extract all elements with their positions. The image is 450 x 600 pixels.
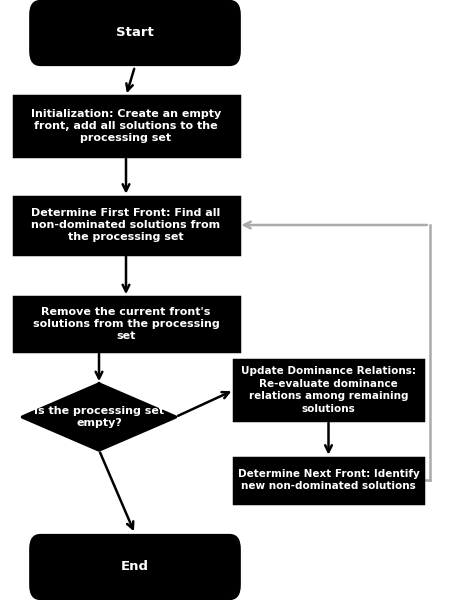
Text: Update Dominance Relations:
Re-evaluate dominance
relations among remaining
solu: Update Dominance Relations: Re-evaluate …	[241, 367, 416, 413]
FancyBboxPatch shape	[29, 0, 241, 66]
Text: Is the processing set
empty?: Is the processing set empty?	[34, 406, 164, 428]
FancyBboxPatch shape	[234, 360, 423, 420]
Text: End: End	[121, 560, 149, 574]
Text: Determine Next Front: Identify
new non-dominated solutions: Determine Next Front: Identify new non-d…	[238, 469, 419, 491]
FancyBboxPatch shape	[14, 196, 238, 253]
FancyBboxPatch shape	[29, 534, 241, 600]
FancyBboxPatch shape	[14, 96, 238, 156]
Text: Remove the current front's
solutions from the processing
set: Remove the current front's solutions fro…	[33, 307, 220, 341]
Text: Initialization: Create an empty
front, add all solutions to the
processing set: Initialization: Create an empty front, a…	[31, 109, 221, 143]
Polygon shape	[22, 384, 176, 450]
Text: Determine First Front: Find all
non-dominated solutions from
the processing set: Determine First Front: Find all non-domi…	[32, 208, 220, 242]
Text: Start: Start	[116, 26, 154, 40]
FancyBboxPatch shape	[234, 457, 423, 503]
FancyBboxPatch shape	[14, 297, 238, 351]
